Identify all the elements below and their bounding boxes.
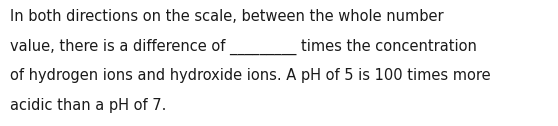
Text: value, there is a difference of _________ times the concentration: value, there is a difference of ________…: [10, 38, 477, 55]
Text: of hydrogen ions and hydroxide ions. A pH of 5 is 100 times more: of hydrogen ions and hydroxide ions. A p…: [10, 68, 490, 83]
Text: acidic than a pH of 7.: acidic than a pH of 7.: [10, 98, 166, 113]
Text: In both directions on the scale, between the whole number: In both directions on the scale, between…: [10, 9, 444, 24]
